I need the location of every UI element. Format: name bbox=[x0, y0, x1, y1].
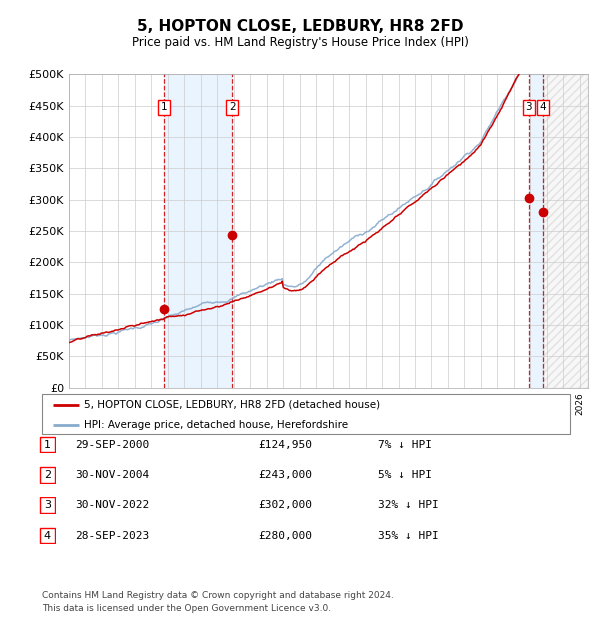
Text: £280,000: £280,000 bbox=[258, 531, 312, 541]
Text: 5% ↓ HPI: 5% ↓ HPI bbox=[378, 470, 432, 480]
Text: 2: 2 bbox=[229, 102, 236, 112]
Text: 28-SEP-2023: 28-SEP-2023 bbox=[75, 531, 149, 541]
Text: 3: 3 bbox=[44, 500, 51, 510]
Text: 29-SEP-2000: 29-SEP-2000 bbox=[75, 440, 149, 450]
Bar bbox=[529, 74, 542, 388]
FancyBboxPatch shape bbox=[40, 497, 55, 513]
Text: 3: 3 bbox=[526, 102, 532, 112]
Text: £243,000: £243,000 bbox=[258, 470, 312, 480]
Text: £124,950: £124,950 bbox=[258, 440, 312, 450]
Text: 30-NOV-2004: 30-NOV-2004 bbox=[75, 470, 149, 480]
Text: 1: 1 bbox=[160, 102, 167, 112]
FancyBboxPatch shape bbox=[40, 467, 55, 483]
Bar bbox=[542, 74, 588, 388]
FancyBboxPatch shape bbox=[40, 528, 55, 544]
Bar bbox=[164, 74, 232, 388]
Text: £302,000: £302,000 bbox=[258, 500, 312, 510]
Text: 1: 1 bbox=[44, 440, 51, 450]
FancyBboxPatch shape bbox=[42, 394, 570, 434]
Text: HPI: Average price, detached house, Herefordshire: HPI: Average price, detached house, Here… bbox=[84, 420, 349, 430]
Text: 4: 4 bbox=[44, 531, 51, 541]
Text: 7% ↓ HPI: 7% ↓ HPI bbox=[378, 440, 432, 450]
Text: This data is licensed under the Open Government Licence v3.0.: This data is licensed under the Open Gov… bbox=[42, 604, 331, 613]
Text: 4: 4 bbox=[539, 102, 546, 112]
Text: 32% ↓ HPI: 32% ↓ HPI bbox=[378, 500, 439, 510]
FancyBboxPatch shape bbox=[40, 436, 55, 453]
Text: 5, HOPTON CLOSE, LEDBURY, HR8 2FD (detached house): 5, HOPTON CLOSE, LEDBURY, HR8 2FD (detac… bbox=[84, 400, 380, 410]
Text: Contains HM Land Registry data © Crown copyright and database right 2024.: Contains HM Land Registry data © Crown c… bbox=[42, 591, 394, 600]
Text: 5, HOPTON CLOSE, LEDBURY, HR8 2FD: 5, HOPTON CLOSE, LEDBURY, HR8 2FD bbox=[137, 19, 463, 33]
Text: 2: 2 bbox=[44, 470, 51, 480]
Text: 30-NOV-2022: 30-NOV-2022 bbox=[75, 500, 149, 510]
Text: 35% ↓ HPI: 35% ↓ HPI bbox=[378, 531, 439, 541]
Text: Price paid vs. HM Land Registry's House Price Index (HPI): Price paid vs. HM Land Registry's House … bbox=[131, 36, 469, 48]
